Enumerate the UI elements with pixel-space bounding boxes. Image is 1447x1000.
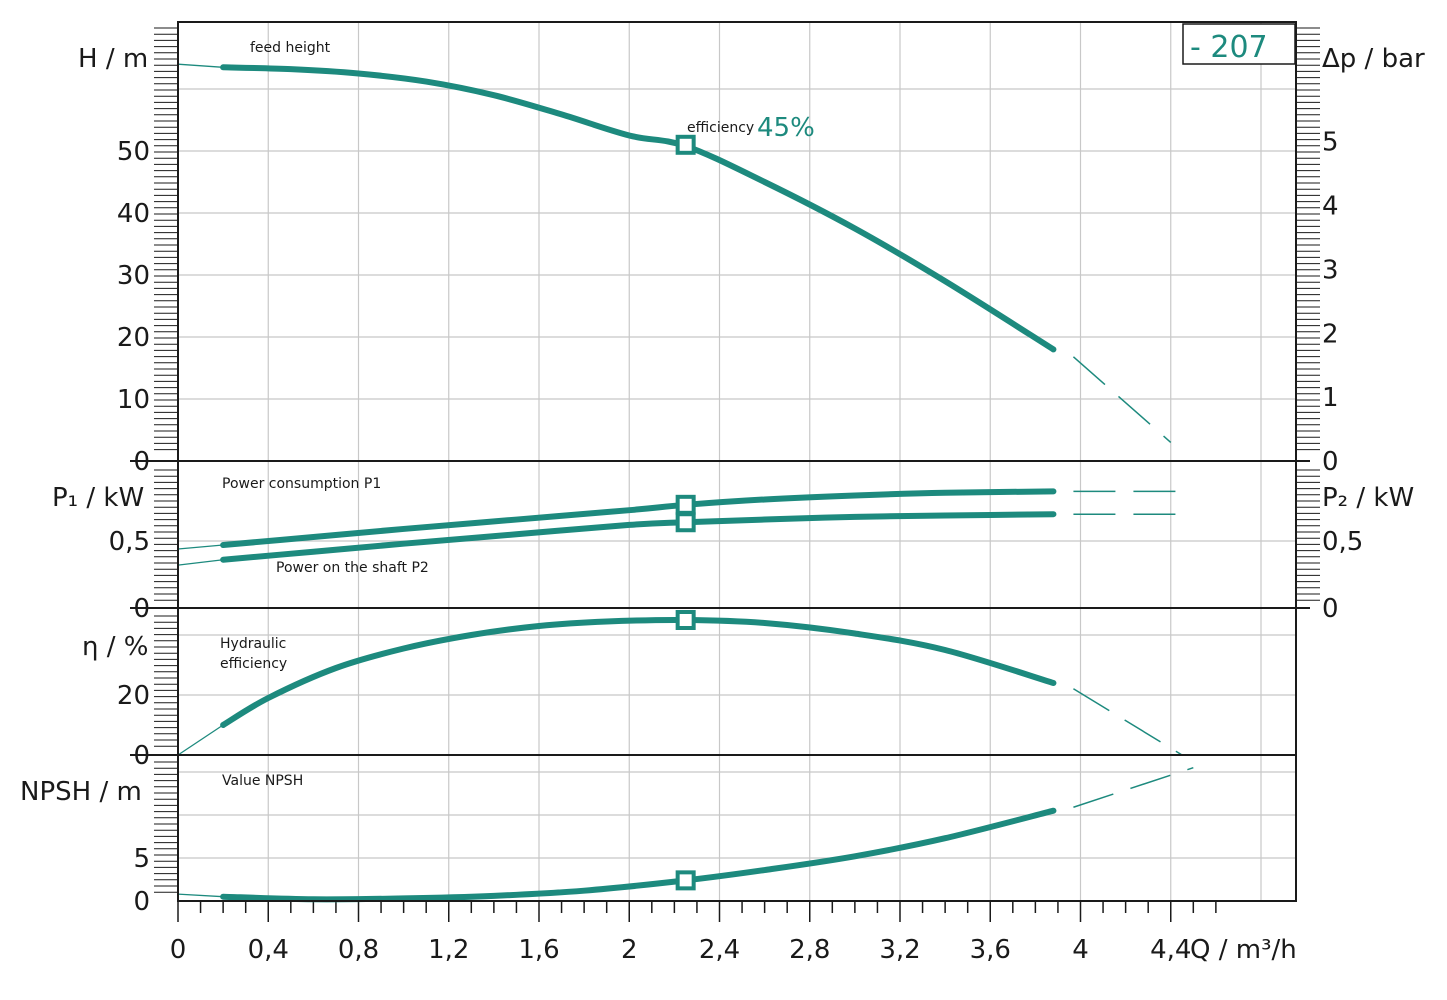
- efficiency-curve: [220, 616, 1057, 728]
- x-tick-label: 2,4: [699, 935, 740, 965]
- npsh-curve: [220, 807, 1057, 903]
- power-p1-curve: [220, 488, 1057, 549]
- power-p2-extrapolation-lead: [177, 559, 224, 566]
- annotation-power-p2: Power on the shaft P2: [276, 560, 429, 576]
- y-right-tick-label: 3: [1322, 255, 1339, 285]
- y-right-tick-label: 2: [1322, 319, 1339, 349]
- markers-layer: [675, 134, 696, 891]
- x-tick-label: 2: [621, 935, 638, 965]
- pump-model-text: - 207: [1190, 30, 1268, 65]
- annotation-power-p1: Power consumption P1: [222, 476, 381, 492]
- y-right-tick-label: 0: [1322, 594, 1339, 624]
- y-right-tick-label: 0: [1322, 447, 1339, 477]
- pump-model-badge: - 207: [1182, 23, 1296, 65]
- y-tick-label: 40: [117, 199, 150, 229]
- x-tick-label: 2,8: [789, 935, 830, 965]
- x-tick-label: 0,4: [248, 935, 289, 965]
- y-tick-label: 10: [117, 385, 150, 415]
- efficiency-extrapolation-lead: [177, 724, 224, 756]
- y-right-tick-label: 0,5: [1322, 527, 1363, 557]
- efficiency-extrapolation-trail: [1073, 688, 1183, 756]
- axis-label-p2: P₂ / kW: [1322, 483, 1414, 513]
- y-tick-label: 30: [117, 261, 150, 291]
- y-tick-label: 0,5: [109, 527, 150, 557]
- x-tick-label: 3,6: [970, 935, 1011, 965]
- annotation-efficiency-value: 45%: [757, 113, 815, 143]
- grid-layer: [178, 22, 1296, 901]
- annotation-hydraulic-line2: efficiency: [220, 656, 287, 672]
- y-right-tick-label: 1: [1322, 383, 1339, 413]
- operating-point-power-marker-2: [675, 512, 696, 533]
- operating-point-power-marker-1: [675, 494, 696, 515]
- annotation-value-npsh: Value NPSH: [222, 773, 303, 789]
- y-tick-label: 5: [133, 844, 150, 874]
- operating-point-efficiency-marker: [675, 610, 696, 630]
- power-p1-extrapolation-lead: [177, 544, 224, 550]
- axis-label-npsh: NPSH / m: [20, 777, 142, 807]
- y-tick-label: 50: [117, 137, 150, 167]
- x-tick-label: 4,4: [1150, 935, 1191, 965]
- npsh-extrapolation-trail: [1073, 766, 1194, 808]
- y-tick-label: 0: [133, 887, 150, 917]
- curves-layer: [177, 63, 1194, 903]
- x-tick-label: 4: [1072, 935, 1089, 965]
- annotation-efficiency-word: efficiency: [687, 120, 754, 136]
- y-right-tick-label: 5: [1322, 128, 1339, 158]
- axis-label-dp: Δp / bar: [1322, 44, 1425, 74]
- annotation-hydraulic-line1: Hydraulic: [220, 636, 286, 652]
- head-curve: [220, 64, 1057, 353]
- y-right-tick-label: 4: [1322, 192, 1339, 222]
- axis-label-q: Q / m³/h: [1190, 935, 1297, 965]
- x-tick-label: 3,2: [879, 935, 920, 965]
- head-extrapolation-lead: [177, 63, 224, 68]
- x-tick-label: 0: [170, 935, 187, 965]
- x-tick-label: 1,2: [428, 935, 469, 965]
- operating-point-npsh-marker: [675, 870, 696, 891]
- y-tick-label: 20: [117, 323, 150, 353]
- power-p2-curve: [220, 511, 1057, 563]
- axis-label-eta: η / %: [82, 632, 148, 662]
- annotation-feed-height: feed height: [250, 40, 331, 56]
- x-tick-label: 1,6: [518, 935, 559, 965]
- npsh-extrapolation-lead: [177, 893, 224, 898]
- axis-label-p1: P₁ / kW: [52, 483, 144, 513]
- y-tick-label: 20: [117, 681, 150, 711]
- operating-point-head-marker: [675, 134, 696, 155]
- x-tick-label: 0,8: [338, 935, 379, 965]
- axis-label-h: H / m: [78, 44, 148, 74]
- head-extrapolation-trail: [1072, 356, 1172, 443]
